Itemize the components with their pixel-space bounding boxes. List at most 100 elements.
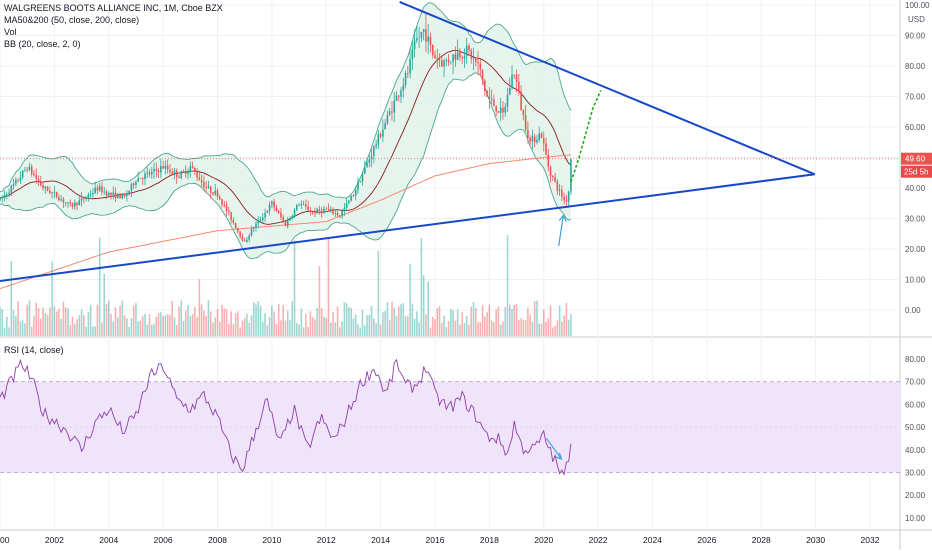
candle-body <box>508 87 511 95</box>
candle-body <box>363 167 366 174</box>
volume-bar <box>434 319 436 336</box>
volume-bar <box>366 315 368 336</box>
volume-bar <box>361 310 364 336</box>
candle-body <box>452 54 454 62</box>
candle-body <box>58 197 60 201</box>
volume-bar <box>445 327 448 336</box>
volume-bar <box>92 326 94 336</box>
candle-body <box>232 220 235 223</box>
volume-bar <box>17 301 19 336</box>
volume-bar <box>441 322 443 336</box>
volume-bar <box>19 321 22 336</box>
volume-bar <box>357 324 359 336</box>
candle-body <box>561 189 563 197</box>
candle-body <box>409 58 411 74</box>
candle-body <box>384 123 386 130</box>
volume-bar <box>196 317 198 336</box>
candle-body <box>12 183 15 186</box>
candle-body <box>461 57 463 59</box>
price-tick-label: 10.00 <box>905 276 926 285</box>
volume-bar <box>194 307 196 336</box>
candle-body <box>178 176 180 179</box>
volume-bar <box>533 301 536 336</box>
volume-bar <box>141 316 144 336</box>
candle-body <box>522 109 525 116</box>
candle-body <box>264 212 266 218</box>
volume-bar <box>291 301 294 336</box>
volume-bar <box>200 304 203 336</box>
volume-bar <box>477 322 479 336</box>
rsi-tick-label: 30.00 <box>905 469 926 478</box>
volume-bar <box>563 315 565 336</box>
candle-body <box>243 240 246 242</box>
candle-body <box>286 220 289 227</box>
volume-bar <box>209 311 212 336</box>
volume-bar <box>44 313 47 336</box>
volume-bar <box>502 321 504 336</box>
candle-body <box>490 98 493 100</box>
volume-bar <box>58 308 60 336</box>
volume-bar <box>12 310 15 336</box>
candle-body <box>375 144 377 147</box>
volume-bar <box>552 327 554 336</box>
candle-body <box>37 178 40 182</box>
candle-body <box>28 166 31 170</box>
volume-bar <box>80 309 83 336</box>
candle-body <box>425 29 427 42</box>
volume-bar <box>561 321 563 336</box>
candle-body <box>196 171 198 178</box>
candle-body <box>205 186 207 188</box>
candle-body <box>359 181 362 183</box>
candle-body <box>148 172 151 175</box>
price-tick-label: 20.00 <box>905 245 926 254</box>
time-tick-label: 2032 <box>861 535 880 545</box>
candle-body <box>80 198 83 201</box>
candle-body <box>141 178 144 180</box>
volume-bar <box>567 319 570 336</box>
volume-bar <box>305 314 307 336</box>
candle-body <box>69 202 72 204</box>
candle-body <box>533 136 536 143</box>
volume-bar <box>166 314 169 336</box>
volume-bar <box>332 311 334 336</box>
volume-bar <box>239 327 241 336</box>
volume-bar <box>218 321 221 336</box>
candle-body <box>53 191 56 193</box>
volume-bar <box>223 308 226 336</box>
volume-bar <box>266 325 269 336</box>
volume-bar <box>323 316 325 336</box>
candle-body <box>209 186 212 193</box>
candle-body <box>223 204 226 206</box>
candle-body <box>388 111 391 115</box>
price-tick-label: 70.00 <box>905 93 926 102</box>
volume-bar <box>187 304 189 336</box>
volume-bar <box>420 238 423 336</box>
candle-body <box>404 72 407 86</box>
candle-body <box>300 204 303 206</box>
volume-bar <box>515 304 518 336</box>
candle-body <box>556 181 559 191</box>
volume-bar <box>268 317 271 336</box>
volume-bar <box>157 313 160 336</box>
time-tick-label: 2000 <box>0 535 10 545</box>
price-tick-label: 30.00 <box>905 215 926 224</box>
volume-bar <box>30 326 33 336</box>
volume-bar <box>465 316 468 336</box>
volume-bar <box>296 322 298 336</box>
volume-bar <box>264 312 266 336</box>
candle-body <box>282 217 284 221</box>
volume-bar <box>184 310 187 336</box>
volume-bar <box>454 320 457 336</box>
candle-body <box>137 178 139 182</box>
candle-body <box>529 137 531 142</box>
volume-bar <box>6 316 8 336</box>
volume-bar <box>189 316 192 336</box>
volume-bar <box>28 300 31 336</box>
candle-body <box>325 208 328 210</box>
volume-bar <box>169 314 171 336</box>
candle-body <box>64 202 67 204</box>
candle-body <box>447 60 450 63</box>
candle-body <box>311 211 314 213</box>
volume-bar <box>83 315 85 336</box>
